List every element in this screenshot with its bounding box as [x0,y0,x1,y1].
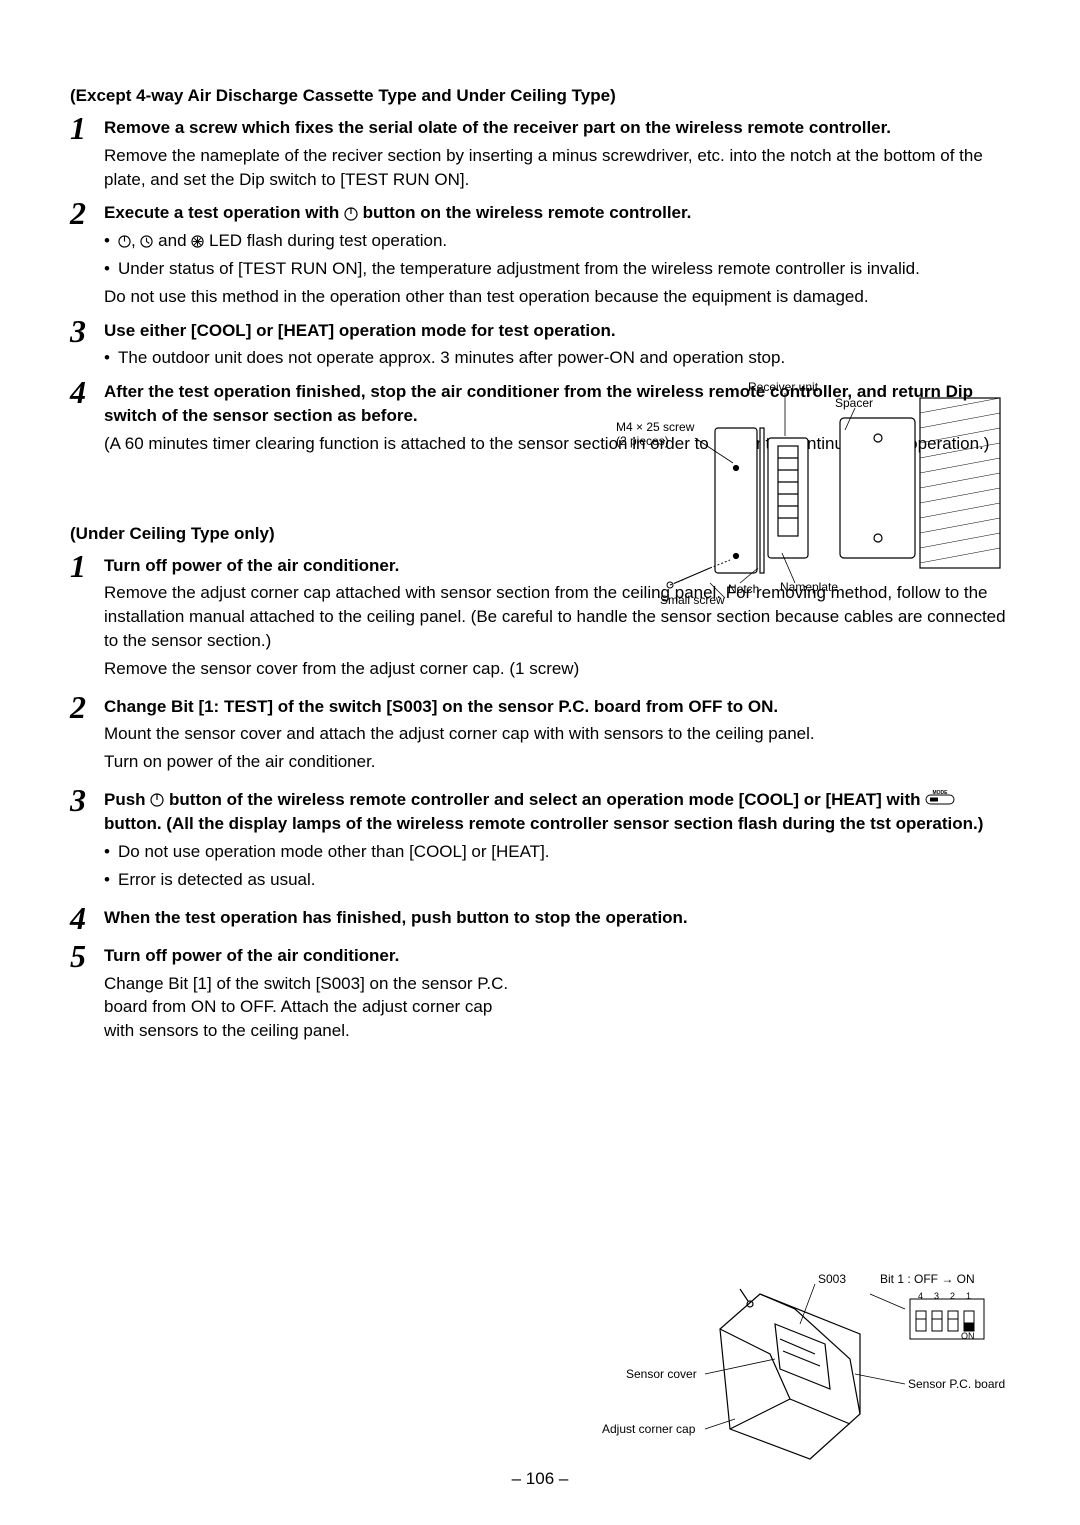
page-number: – 106 – [0,1469,1080,1489]
step-heading: Push button of the wireless remote contr… [104,788,1010,836]
label-s003: S003 [818,1272,846,1286]
step-text: Remove the sensor cover from the adjust … [104,657,1010,681]
step-body: Push button of the wireless remote contr… [104,788,1010,896]
label-receiver: Receiver unit [748,380,818,394]
bullet-list: , and LED flash during test operation. U… [104,229,1010,281]
step-number: 1 [70,112,104,144]
step-text: Change Bit [1] of the switch [S003] on t… [104,972,524,1043]
step-body: Use either [COOL] or [HEAT] operation mo… [104,319,1010,375]
power-icon [118,235,131,248]
step-body: Turn off power of the air conditioner. C… [104,944,1010,1047]
mode-button-icon: MODE [925,788,955,812]
text: , [131,231,140,250]
step-body: Remove a screw which fixes the serial ol… [104,116,1010,195]
list-item: , and LED flash during test operation. [118,229,1010,253]
step-number: 4 [70,902,104,934]
label-nameplate: Nameplate [780,580,838,594]
label-n2: 2 [950,1291,955,1301]
list-item: Under status of [TEST RUN ON], the tempe… [118,257,1010,281]
bullet-list: The outdoor unit does not operate approx… [104,346,1010,370]
section-1-title: (Except 4-way Air Discharge Cassette Typ… [70,86,1010,106]
label-on: ON [961,1331,975,1341]
label-n1: 1 [966,1291,971,1301]
text: button of the wireless remote controller… [164,790,925,809]
step-3: 3 Use either [COOL] or [HEAT] operation … [70,319,1010,375]
text: Push [104,790,150,809]
snowflake-icon [191,235,204,248]
step-heading: Remove a screw which fixes the serial ol… [104,116,1010,140]
step-1: 1 Remove a screw which fixes the serial … [70,116,1010,195]
bullet-list: Do not use operation mode other than [CO… [104,840,1010,892]
step-text: Mount the sensor cover and attach the ad… [104,722,1010,746]
step-3: 3 Push button of the wireless remote con… [70,788,1010,896]
step-5: 5 Turn off power of the air conditioner.… [70,944,1010,1047]
page: (Except 4-way Air Discharge Cassette Typ… [0,0,1080,1525]
power-icon [150,793,164,807]
section-1: (Except 4-way Air Discharge Cassette Typ… [70,86,1010,460]
step-heading: When the test operation has finished, pu… [104,906,1010,930]
step-number: 3 [70,784,104,816]
label-n3: 3 [934,1291,939,1301]
list-item: Error is detected as usual. [118,868,1010,892]
step-text: Remove the nameplate of the reciver sect… [104,144,1010,192]
step-2: 2 Execute a test operation with button o… [70,201,1010,312]
power-icon [344,207,358,221]
label-notch: Notch [728,582,759,596]
step-number: 2 [70,691,104,723]
step-number: 5 [70,940,104,972]
step-number: 1 [70,550,104,582]
step-4: 4 When the test operation has finished, … [70,906,1010,934]
step-heading: Change Bit [1: TEST] of the switch [S003… [104,695,1010,719]
text: and [153,231,191,250]
step-heading: Use either [COOL] or [HEAT] operation mo… [104,319,1010,343]
label-pcb: Sensor P.C. board [908,1377,1005,1391]
label-cover: Sensor cover [626,1367,697,1381]
label-bit: Bit 1 : OFF → ON [880,1272,975,1286]
step-number: 2 [70,197,104,229]
text-pre: Execute a test operation with [104,203,344,222]
step-2: 2 Change Bit [1: TEST] of the switch [S0… [70,695,1010,778]
list-item: The outdoor unit does not operate approx… [118,346,1010,370]
step-number: 3 [70,315,104,347]
timer-icon [140,235,153,248]
step-heading: Execute a test operation with button on … [104,201,1010,225]
text: button. (All the display lamps of the wi… [104,814,983,833]
corner-cap-diagram: S003 Bit 1 : OFF → ON 4 3 2 1 ON Sensor … [600,1269,1020,1469]
label-pieces: (2 pieces) [616,434,669,448]
step-body: When the test operation has finished, pu… [104,906,1010,934]
label-spacer: Spacer [835,396,873,410]
list-item: Do not use operation mode other than [CO… [118,840,1010,864]
step-text: Do not use this method in the operation … [104,285,1010,309]
text: LED flash during test operation. [204,231,447,250]
receiver-diagram: Receiver unit Spacer M4 × 25 screw (2 pi… [610,388,1010,618]
step-number: 4 [70,376,104,408]
step-body: Change Bit [1: TEST] of the switch [S003… [104,695,1010,778]
label-cap: Adjust corner cap [602,1422,695,1436]
step-heading: Turn off power of the air conditioner. [104,944,1010,968]
label-small: Small screw [660,593,725,607]
label-screw: M4 × 25 screw [616,420,694,434]
text-post: button on the wireless remote controller… [358,203,691,222]
label-n4: 4 [918,1291,923,1301]
step-text: Turn on power of the air conditioner. [104,750,1010,774]
step-body: Execute a test operation with button on … [104,201,1010,312]
